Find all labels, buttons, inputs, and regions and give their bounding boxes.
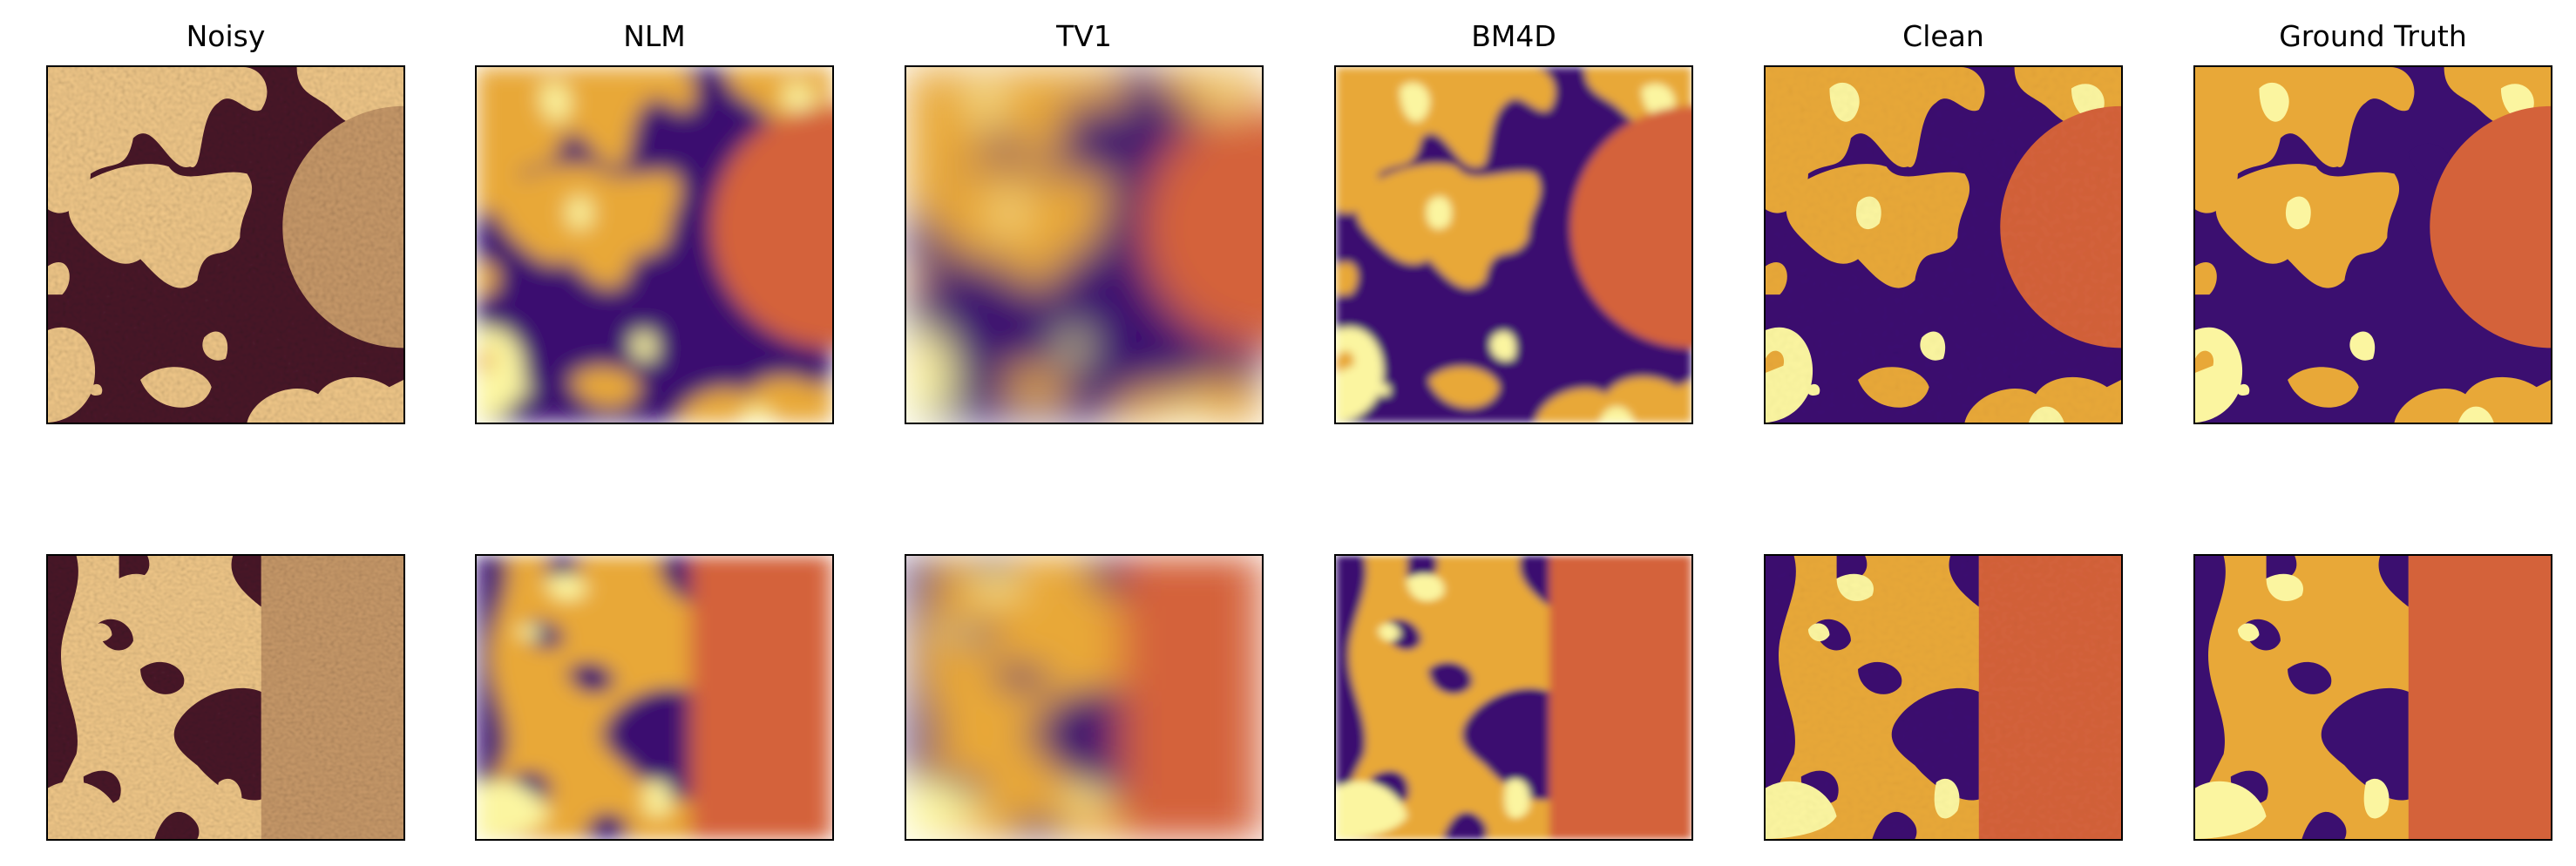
image-panel-bottom-tv1: [905, 554, 1264, 841]
image-panel-top-gt: [2193, 65, 2552, 424]
image-panel-top-bm4d: [1334, 65, 1693, 424]
column-title-clean: Clean: [1902, 19, 1984, 53]
image-panel-top-noisy: [46, 65, 405, 424]
image-panel-bottom-gt: [2193, 554, 2552, 841]
column-title-nlm: NLM: [623, 19, 686, 53]
column-title-noisy: Noisy: [186, 19, 266, 53]
image-panel-bottom-clean: [1764, 554, 2123, 841]
image-panel-bottom-noisy: [46, 554, 405, 841]
image-panel-top-tv1: [905, 65, 1264, 424]
image-panel-bottom-bm4d: [1334, 554, 1693, 841]
column-title-tv1: TV1: [1056, 19, 1112, 53]
column-title-ground-truth: Ground Truth: [2279, 19, 2467, 53]
image-panel-bottom-nlm: [475, 554, 834, 841]
column-title-bm4d: BM4D: [1471, 19, 1556, 53]
image-panel-top-nlm: [475, 65, 834, 424]
image-panel-top-clean: [1764, 65, 2123, 424]
